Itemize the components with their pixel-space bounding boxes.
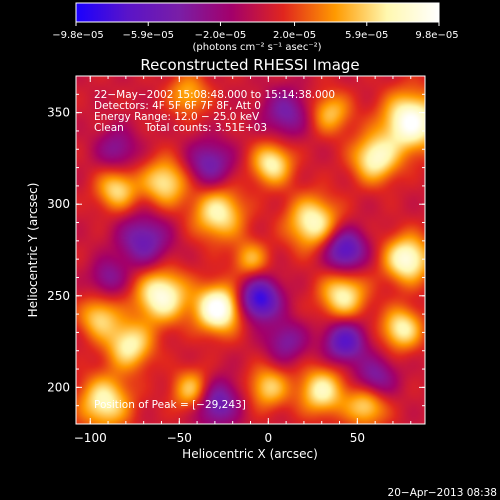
x-tick-label: −50	[167, 431, 192, 445]
y-axis-ticks: 200 250 300 350	[47, 93, 425, 407]
x-tick-label: −100	[74, 431, 107, 445]
x-tick-label: 0	[264, 431, 272, 445]
annotation-time-range: 22−May−2002 15:08:48.000 to 15:14:38.000	[94, 89, 335, 101]
x-tick-label: 50	[350, 431, 365, 445]
colorbar-tick-label: 9.8e−05	[415, 30, 458, 41]
colorbar-tick-label: −9.8e−05	[52, 30, 104, 41]
colorbar: −9.8e−05 −5.9e−05 −2.0e−05 2.0e−05 5.9e−05 9.…	[52, 2, 459, 53]
y-tick-label: 300	[47, 197, 70, 211]
annotations: 22−May−2002 15:08:48.000 to 15:14:38.000…	[94, 89, 335, 411]
x-axis-label: Heliocentric X (arcsec)	[182, 447, 318, 461]
y-tick-label: 200	[47, 380, 70, 394]
colorbar-tick-label: 2.0e−05	[273, 30, 316, 41]
colorbar-tick-label: −5.9e−05	[122, 30, 174, 41]
footer-date: 20−Apr−2013 08:38	[388, 487, 497, 499]
colorbar-ticks: −9.8e−05 −5.9e−05 −2.0e−05 2.0e−05 5.9e−05 9.…	[52, 22, 459, 41]
annotation-total-counts: Total counts: 3.51E+03	[144, 122, 267, 134]
annotation-clean: Clean	[94, 122, 124, 134]
heatmap-image	[76, 76, 425, 424]
annotation-detectors: Detectors: 4F 5F 6F 7F 8F, Att 0	[94, 100, 261, 112]
colorbar-gradient	[75, 2, 440, 23]
heatmap-image-container	[76, 76, 425, 424]
y-axis-label: Heliocentric Y (arcsec)	[26, 183, 40, 318]
colorbar-tick-label: −2.0e−05	[195, 30, 247, 41]
colorbar-tick-label: 5.9e−05	[345, 30, 388, 41]
y-tick-label: 350	[47, 106, 70, 120]
annotation-peak-position: Position of Peak = [−29,243]	[94, 399, 246, 411]
x-axis-ticks: −100 −50 0 50	[74, 76, 412, 445]
annotation-energy: Energy Range: 12.0 − 25.0 keV	[94, 111, 260, 123]
colorbar-unit-label: (photons cm⁻² s⁻¹ asec⁻²)	[192, 42, 321, 53]
chart-title: Reconstructed RHESSI Image	[140, 56, 359, 74]
y-tick-label: 250	[47, 289, 70, 303]
